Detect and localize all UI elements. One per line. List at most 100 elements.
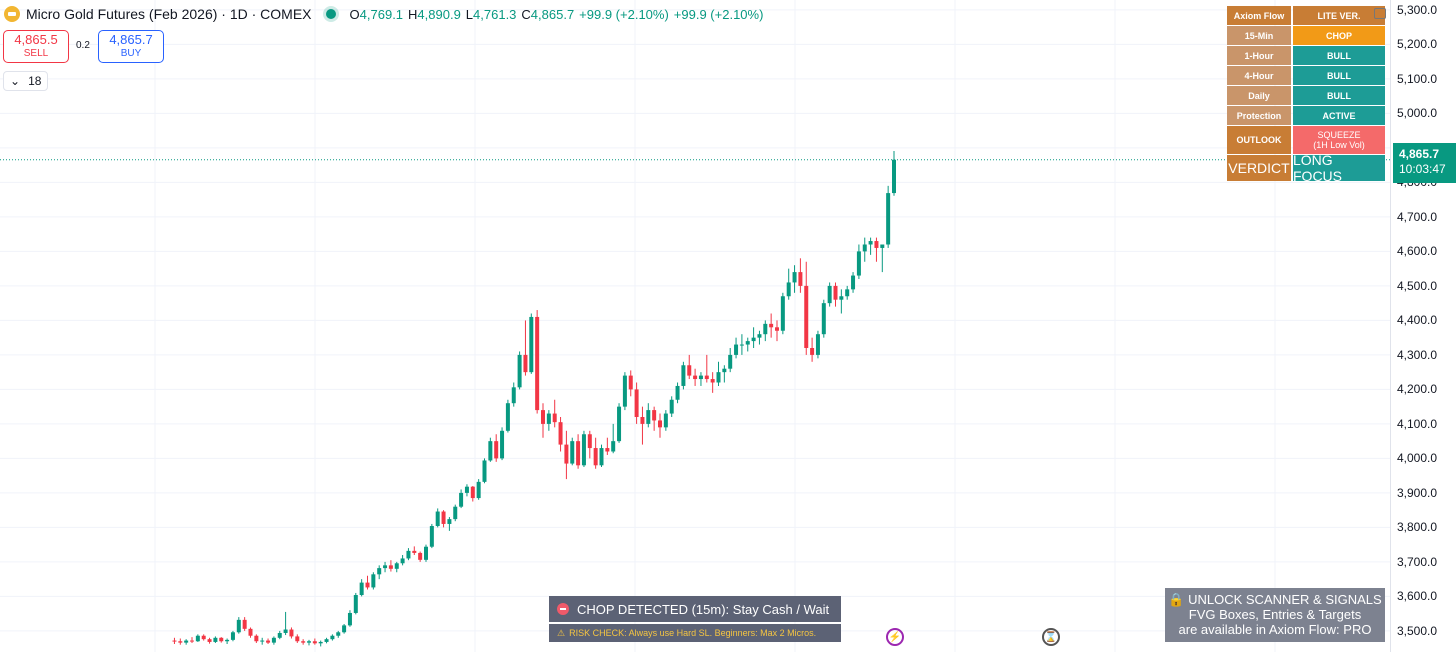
candle-body [845, 289, 850, 297]
candle-body [605, 448, 610, 452]
chart-header: Micro Gold Futures (Feb 2026) · 1D · COM… [4, 4, 763, 24]
candle-body [435, 511, 440, 527]
candle-body [658, 420, 662, 428]
candle-body [722, 368, 727, 373]
candle-body [833, 285, 838, 300]
candle-body [646, 410, 651, 424]
y-tick-label: 3,700.0 [1397, 554, 1438, 569]
chop-alert-banner: CHOP DETECTED (15m): Stay Cash / Wait [549, 596, 841, 622]
stop-icon [557, 603, 569, 615]
candle-body [406, 550, 411, 559]
candle-body [851, 275, 856, 290]
candle-body [482, 460, 487, 482]
candle-body [242, 619, 247, 629]
candle-body [634, 389, 639, 417]
candle-body [868, 241, 873, 245]
candle-body [558, 422, 563, 445]
candle-body [236, 619, 241, 633]
candle-body [230, 632, 235, 640]
candle-body [500, 430, 505, 459]
candle-body [587, 434, 592, 449]
candle-body [476, 481, 481, 499]
candle-body [757, 334, 762, 338]
y-tick-label: 3,500.0 [1397, 623, 1438, 638]
chart-area[interactable] [0, 0, 1390, 652]
candle-body [318, 641, 323, 644]
candle-body [640, 417, 645, 424]
lightning-event-icon[interactable]: ⚡ [886, 628, 904, 646]
unlock-line-1: 🔒 UNLOCK SCANNER & SIGNALS [1168, 592, 1382, 607]
candle-body [886, 193, 891, 245]
y-tick-label: 4,500.0 [1397, 278, 1438, 293]
candle-body [511, 387, 516, 404]
panel-row-1hour: 1-Hour BULL [1227, 46, 1385, 65]
candle-body [792, 272, 797, 283]
outlook-value-line1: SQUEEZE [1317, 130, 1361, 140]
market-status-icon[interactable] [325, 9, 336, 19]
candle-body [178, 641, 183, 643]
panel-header-row: Axiom Flow LITE VER. [1227, 6, 1385, 25]
candle-body [880, 244, 885, 248]
candle-body [751, 337, 756, 342]
candle-body [622, 375, 627, 407]
candle-body [266, 640, 271, 643]
candle-body [763, 323, 768, 335]
panel-row-label: 1-Hour [1227, 46, 1291, 65]
candle-body [581, 434, 586, 466]
candle-body [195, 635, 200, 642]
candle-body [330, 635, 335, 640]
hourglass-event-icon[interactable]: ⌛ [1042, 628, 1060, 646]
candle-body [347, 612, 352, 626]
candle-body [213, 637, 218, 642]
candle-body [611, 441, 616, 452]
candle-body [505, 403, 510, 431]
risk-check-text: RISK CHECK: Always use Hard SL. Beginner… [569, 628, 817, 638]
candle-body [488, 441, 493, 461]
panel-row-label: Daily [1227, 86, 1291, 105]
candle-body [693, 375, 698, 380]
candle-body [775, 327, 779, 331]
outlook-label: OUTLOOK [1227, 126, 1291, 154]
candle-body [716, 372, 721, 383]
panel-row-label: Protection [1227, 106, 1291, 125]
indicators-count: 18 [28, 74, 42, 88]
candle-body [739, 344, 744, 346]
candle-body [388, 565, 393, 569]
candle-body [599, 448, 604, 466]
candle-body [669, 399, 674, 414]
panel-row-value: ACTIVE [1293, 106, 1385, 125]
y-tick-label: 3,600.0 [1397, 589, 1438, 604]
axiom-flow-panel: Axiom Flow LITE VER. 15-Min CHOP 1-Hour … [1227, 6, 1385, 184]
candle-body [687, 365, 692, 376]
sell-button[interactable]: 4,865.5 SELL [3, 30, 69, 63]
candle-body [260, 640, 265, 642]
price-scale[interactable]: 5,300.05,200.05,100.05,000.04,900.04,800… [1390, 0, 1456, 652]
bar-countdown: 10:03:47 [1399, 162, 1446, 176]
y-tick-label: 5,100.0 [1397, 71, 1438, 86]
y-tick-label: 4,200.0 [1397, 382, 1438, 397]
buy-price: 4,865.7 [109, 31, 153, 47]
candle-body [675, 385, 680, 400]
buy-button[interactable]: 4,865.7 BUY [98, 30, 164, 63]
ohlc-values: O4,769.1 H4,890.9 L4,761.3 C4,865.7 +99.… [349, 6, 764, 22]
candle-body [207, 639, 212, 642]
spread-value: 0.2 [76, 40, 90, 51]
candle-body [892, 159, 896, 194]
candle-body [184, 640, 189, 643]
candlestick-chart[interactable] [0, 0, 1390, 652]
candle-body [295, 636, 300, 642]
indicators-toggle-button[interactable]: ⌄ 18 [3, 71, 49, 91]
candle-body [681, 365, 686, 386]
symbol-title[interactable]: Micro Gold Futures (Feb 2026) · 1D · COM… [26, 6, 312, 22]
candle-body [225, 639, 230, 642]
risk-check-banner: ⚠ RISK CHECK: Always use Hard SL. Beginn… [549, 624, 841, 642]
candle-body [535, 316, 540, 411]
panel-settings-icon[interactable] [1374, 8, 1386, 19]
panel-row-protection: Protection ACTIVE [1227, 106, 1385, 125]
candle-body [277, 632, 282, 638]
candle-body [576, 441, 581, 466]
candle-body [786, 282, 791, 297]
candle-body [190, 640, 194, 642]
last-price: 4,865.7 [1399, 147, 1440, 161]
candle-body [464, 486, 469, 493]
